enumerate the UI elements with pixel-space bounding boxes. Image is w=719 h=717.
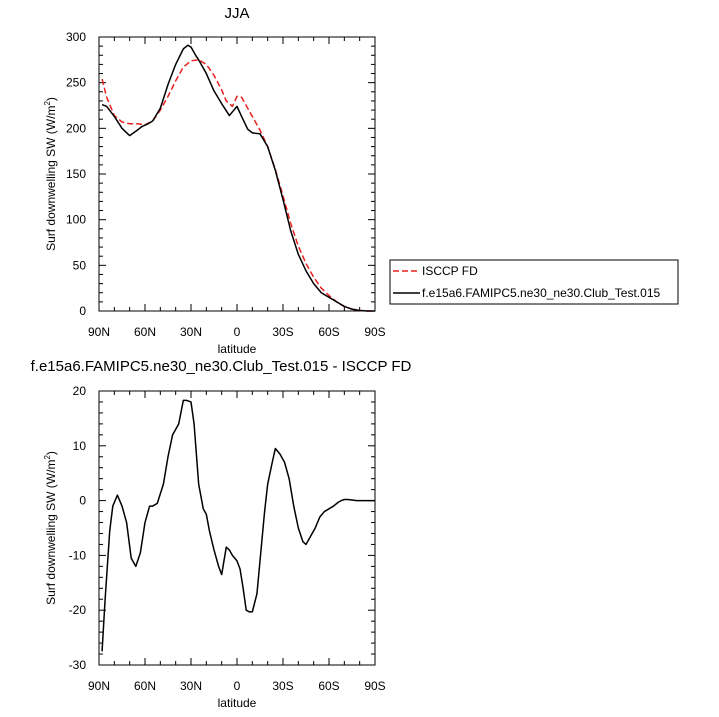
y-tick-label: 10 bbox=[73, 439, 87, 453]
y-axis-label-close: ) bbox=[44, 451, 58, 455]
chart-title: JJA bbox=[224, 5, 249, 22]
x-tick-label: 60S bbox=[318, 679, 339, 693]
series-line-1 bbox=[101, 44, 375, 312]
y-axis-label-superscript: 2 bbox=[43, 101, 52, 106]
x-tick-label: 60N bbox=[134, 325, 156, 339]
x-tick-label: 60S bbox=[318, 325, 339, 339]
x-tick-label: 90S bbox=[364, 679, 385, 693]
legend-entry-label: ISCCP FD bbox=[422, 264, 478, 278]
top-panel-plot: 90N 60N 30N 0 30S 60S 90S 0 50 100 150 200 250 300 JJA… bbox=[43, 5, 386, 356]
chart-title: f.e15a6.FAMIPC5.ne30_ne30.Club_Test.015 … bbox=[31, 358, 412, 375]
x-tick-label: 90N bbox=[88, 325, 110, 339]
x-tick-label: 30S bbox=[272, 679, 293, 693]
y-tick-label: 300 bbox=[66, 30, 86, 44]
x-tick-label: 90S bbox=[364, 325, 385, 339]
y-tick-label: 250 bbox=[66, 76, 86, 90]
y-tick-label: 150 bbox=[66, 167, 86, 181]
legend: ISCCP FD f.e15a6.FAMIPC5.ne30_ne30.Club_T… bbox=[389, 259, 679, 305]
y-tick-label: 20 bbox=[73, 384, 87, 398]
x-tick-label: 0 bbox=[234, 679, 241, 693]
series-line-0 bbox=[101, 399, 375, 652]
x-axis-label: latitude bbox=[218, 342, 257, 356]
plot-frame bbox=[98, 36, 376, 312]
y-axis-label-text: Surf downwelling SW (W/m bbox=[44, 460, 58, 605]
x-tick-label: 30N bbox=[180, 325, 202, 339]
y-tick-label: 100 bbox=[66, 213, 86, 227]
y-tick-label: -10 bbox=[69, 548, 87, 562]
y-axis-label: Surf downwelling SW (W/m2) bbox=[43, 97, 58, 251]
y-tick-label: -30 bbox=[69, 658, 87, 672]
x-tick-label: 90N bbox=[88, 679, 110, 693]
x-tick-label: 30N bbox=[180, 679, 202, 693]
y-tick-label: 0 bbox=[79, 494, 86, 508]
y-tick-label: 50 bbox=[73, 258, 87, 272]
x-tick-label: 0 bbox=[234, 325, 241, 339]
y-axis-label-text: Surf downwelling SW (W/m bbox=[44, 106, 58, 251]
bottom-panel-plot: 90N 60N 30N 0 30S 60S 90S -30 -20 -10 0 10 20 f.e15a6… bbox=[31, 358, 412, 710]
plot-frame bbox=[98, 390, 376, 666]
y-tick-label: 0 bbox=[79, 304, 86, 318]
y-axis-label-superscript: 2 bbox=[43, 455, 52, 460]
x-tick-label: 30S bbox=[272, 325, 293, 339]
series-line-0 bbox=[101, 59, 375, 312]
x-axis-label: latitude bbox=[218, 696, 257, 710]
x-tick-label: 60N bbox=[134, 679, 156, 693]
y-tick-label: -20 bbox=[69, 603, 87, 617]
legend-entry-label: f.e15a6.FAMIPC5.ne30_ne30.Club_Test.015 bbox=[422, 286, 660, 300]
y-axis-label: Surf downwelling SW (W/m2) bbox=[43, 451, 58, 605]
legend-box bbox=[389, 259, 679, 305]
y-axis-label-close: ) bbox=[44, 97, 58, 101]
y-tick-label: 200 bbox=[66, 121, 86, 135]
